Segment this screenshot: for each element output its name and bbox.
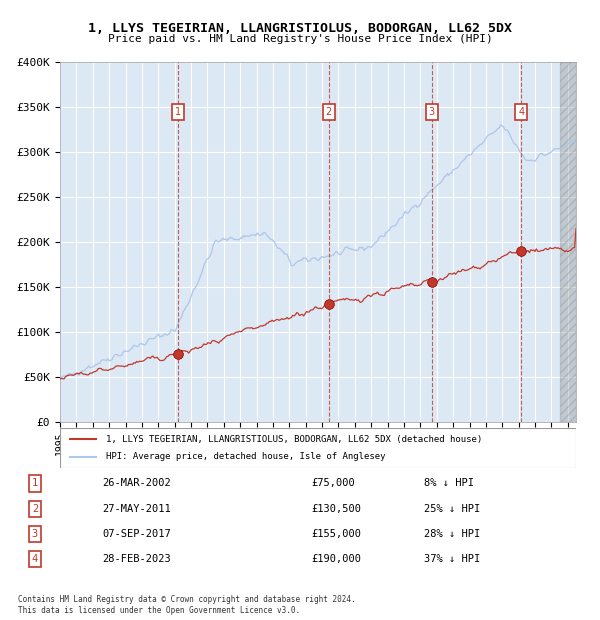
Text: This data is licensed under the Open Government Licence v3.0.: This data is licensed under the Open Gov… — [18, 606, 300, 615]
Text: 4: 4 — [32, 554, 38, 564]
Text: 3: 3 — [428, 107, 435, 117]
Text: Contains HM Land Registry data © Crown copyright and database right 2024.: Contains HM Land Registry data © Crown c… — [18, 595, 356, 604]
Text: £130,500: £130,500 — [311, 503, 361, 514]
Text: 28% ↓ HPI: 28% ↓ HPI — [424, 529, 481, 539]
Text: 3: 3 — [32, 529, 38, 539]
Text: £155,000: £155,000 — [311, 529, 361, 539]
Text: 1: 1 — [32, 479, 38, 489]
Text: 37% ↓ HPI: 37% ↓ HPI — [424, 554, 481, 564]
Text: 28-FEB-2023: 28-FEB-2023 — [103, 554, 172, 564]
Text: 2: 2 — [32, 503, 38, 514]
Text: 1, LLYS TEGEIRIAN, LLANGRISTIOLUS, BODORGAN, LL62 5DX: 1, LLYS TEGEIRIAN, LLANGRISTIOLUS, BODOR… — [88, 22, 512, 35]
Text: 25% ↓ HPI: 25% ↓ HPI — [424, 503, 481, 514]
FancyBboxPatch shape — [60, 428, 576, 468]
Text: HPI: Average price, detached house, Isle of Anglesey: HPI: Average price, detached house, Isle… — [106, 453, 386, 461]
Text: 27-MAY-2011: 27-MAY-2011 — [103, 503, 172, 514]
Text: 8% ↓ HPI: 8% ↓ HPI — [424, 479, 474, 489]
Text: 4: 4 — [518, 107, 524, 117]
Text: £75,000: £75,000 — [311, 479, 355, 489]
Text: 07-SEP-2017: 07-SEP-2017 — [103, 529, 172, 539]
Text: 1, LLYS TEGEIRIAN, LLANGRISTIOLUS, BODORGAN, LL62 5DX (detached house): 1, LLYS TEGEIRIAN, LLANGRISTIOLUS, BODOR… — [106, 435, 482, 443]
Text: 2: 2 — [326, 107, 332, 117]
Text: Price paid vs. HM Land Registry's House Price Index (HPI): Price paid vs. HM Land Registry's House … — [107, 34, 493, 44]
Text: 26-MAR-2002: 26-MAR-2002 — [103, 479, 172, 489]
Text: 1: 1 — [175, 107, 181, 117]
Text: £190,000: £190,000 — [311, 554, 361, 564]
